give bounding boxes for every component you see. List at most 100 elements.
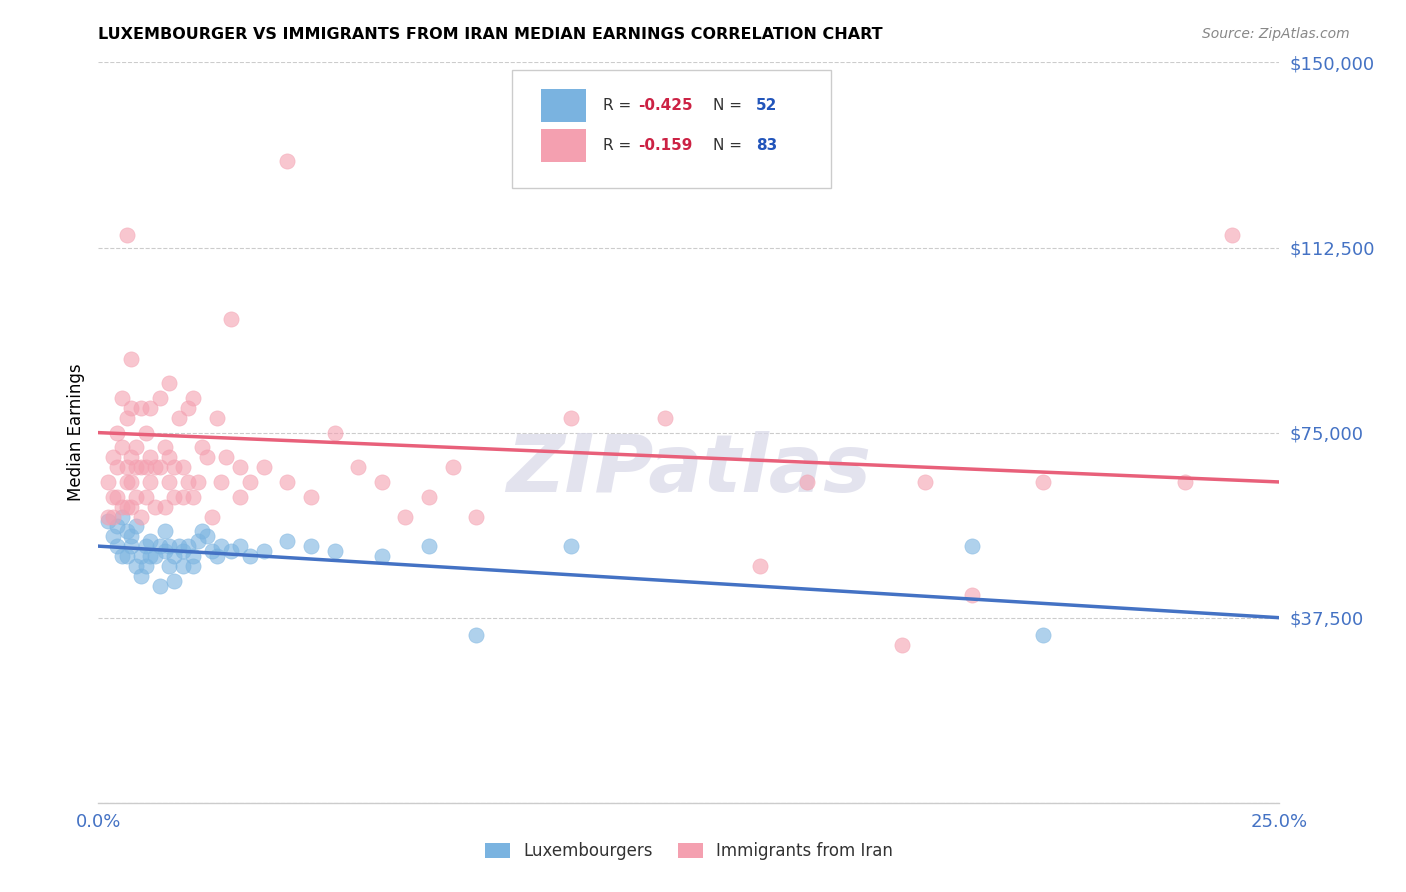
Point — [125, 441, 148, 455]
Point — [111, 549, 134, 563]
Point — [962, 589, 984, 603]
Point — [276, 154, 298, 169]
Point — [276, 475, 298, 489]
FancyBboxPatch shape — [512, 70, 831, 188]
Point — [187, 475, 209, 489]
Point — [163, 460, 186, 475]
Point — [115, 228, 138, 243]
Point — [143, 549, 166, 563]
Point — [153, 524, 176, 539]
Point — [299, 539, 322, 553]
Point — [323, 425, 346, 440]
Point — [195, 529, 218, 543]
Point — [121, 351, 143, 366]
Point — [172, 490, 194, 504]
Point — [153, 441, 176, 455]
Point — [105, 519, 128, 533]
Point — [181, 391, 204, 405]
Point — [115, 460, 138, 475]
Point — [111, 441, 134, 455]
Point — [115, 475, 138, 489]
Point — [239, 549, 262, 563]
Point — [129, 568, 152, 582]
Point — [191, 524, 214, 539]
Point — [1032, 628, 1054, 642]
Point — [418, 539, 440, 553]
Point — [105, 539, 128, 553]
Point — [181, 490, 204, 504]
Point — [347, 460, 370, 475]
Text: ZIPatlas: ZIPatlas — [506, 431, 872, 508]
Point — [139, 475, 162, 489]
Point — [135, 558, 157, 573]
Point — [163, 549, 186, 563]
Point — [172, 544, 194, 558]
Point — [163, 574, 186, 588]
Point — [239, 475, 262, 489]
Point — [135, 490, 157, 504]
Text: N =: N = — [713, 138, 747, 153]
Point — [115, 500, 138, 514]
Point — [177, 539, 200, 553]
Point — [121, 529, 143, 543]
Point — [172, 558, 194, 573]
Point — [97, 475, 120, 489]
Point — [111, 391, 134, 405]
Point — [149, 460, 172, 475]
Point — [115, 549, 138, 563]
Legend: Luxembourgers, Immigrants from Iran: Luxembourgers, Immigrants from Iran — [477, 834, 901, 869]
Point — [209, 539, 232, 553]
Point — [167, 539, 190, 553]
Point — [215, 450, 238, 465]
Point — [153, 544, 176, 558]
Point — [191, 441, 214, 455]
Point — [418, 490, 440, 504]
Point — [465, 509, 488, 524]
Point — [121, 450, 143, 465]
Y-axis label: Median Earnings: Median Earnings — [66, 364, 84, 501]
Text: -0.425: -0.425 — [638, 98, 693, 113]
FancyBboxPatch shape — [541, 88, 586, 122]
Point — [105, 425, 128, 440]
Point — [157, 450, 180, 465]
Point — [253, 544, 276, 558]
Point — [139, 549, 162, 563]
Point — [101, 450, 124, 465]
Point — [129, 509, 152, 524]
Point — [890, 638, 912, 652]
Text: R =: R = — [603, 98, 636, 113]
Point — [157, 376, 180, 391]
Text: Source: ZipAtlas.com: Source: ZipAtlas.com — [1202, 27, 1350, 41]
Point — [129, 460, 152, 475]
Point — [97, 509, 120, 524]
Point — [105, 460, 128, 475]
Point — [157, 539, 180, 553]
Point — [135, 425, 157, 440]
Point — [371, 475, 394, 489]
Point — [205, 549, 228, 563]
Point — [195, 450, 218, 465]
Point — [111, 509, 134, 524]
Point — [101, 490, 124, 504]
Point — [105, 490, 128, 504]
Point — [201, 509, 224, 524]
Point — [465, 628, 488, 642]
Point — [796, 475, 818, 489]
Point — [201, 544, 224, 558]
Point — [1032, 475, 1054, 489]
Point — [97, 515, 120, 529]
Point — [125, 519, 148, 533]
Point — [125, 460, 148, 475]
Point — [654, 410, 676, 425]
Point — [299, 490, 322, 504]
Point — [163, 490, 186, 504]
Point — [115, 524, 138, 539]
Point — [181, 549, 204, 563]
Point — [219, 544, 242, 558]
Point — [371, 549, 394, 563]
Point — [101, 529, 124, 543]
Point — [143, 460, 166, 475]
Point — [139, 401, 162, 415]
Point — [125, 558, 148, 573]
Point — [135, 460, 157, 475]
